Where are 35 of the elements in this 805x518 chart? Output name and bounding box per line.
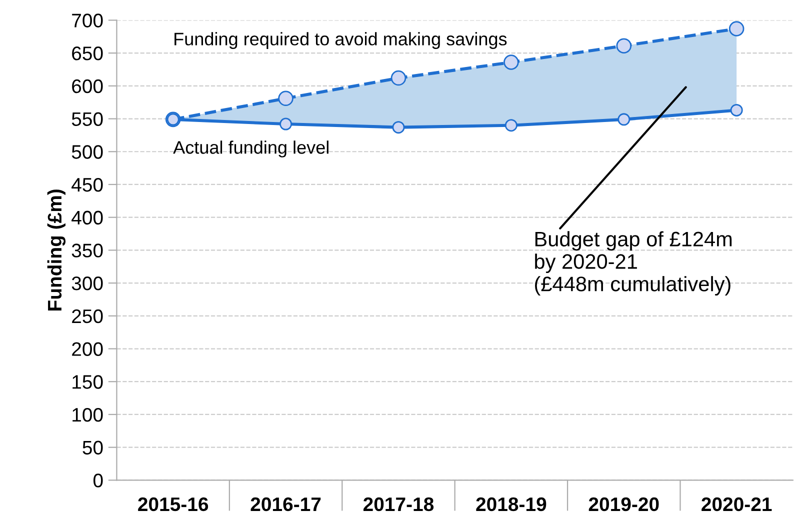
- point: [730, 104, 743, 116]
- y-tick-label: 150: [72, 375, 103, 389]
- point: [278, 90, 294, 106]
- x-tick-label: 2017-18: [363, 497, 434, 512]
- point: [504, 54, 519, 70]
- point: [390, 70, 406, 86]
- x-tick-label: 2015-16: [138, 497, 208, 512]
- y-tick-label: 400: [72, 210, 103, 225]
- y-tick-label: 200: [72, 342, 103, 356]
- point: [392, 121, 405, 134]
- y-tick-label: 50: [82, 440, 103, 455]
- y-axis-title: Funding (£m): [47, 190, 66, 310]
- y-tick-label: 300: [72, 276, 103, 290]
- x-tick-label: 2018-19: [476, 497, 546, 512]
- y-tick-label: 600: [72, 79, 103, 94]
- series-label: Funding required to avoid making savings: [174, 32, 507, 49]
- series-label: Actual funding level: [173, 140, 328, 158]
- y-tick-label: 350: [72, 244, 103, 258]
- y-tick-label: 700: [72, 14, 103, 28]
- x-tick-label: 2016-17: [250, 497, 321, 512]
- x-tick-label: 2019-20: [588, 497, 659, 512]
- y-tick-label: 550: [72, 112, 103, 126]
- y-tick-label: 500: [72, 145, 103, 159]
- x-tick-label: 2020-21: [702, 497, 772, 512]
- annotation: Budget gap of £124m by 2020-21 (£448m cumulatively): [535, 231, 732, 296]
- point: [504, 119, 518, 132]
- point: [280, 118, 292, 130]
- y-tick-label: 250: [72, 309, 103, 324]
- point: [728, 21, 744, 36]
- y-tick-label: 0: [93, 474, 103, 488]
- y-tick-label: 450: [72, 178, 103, 192]
- point: [616, 38, 632, 54]
- point: [618, 113, 630, 126]
- y-tick-label: 100: [72, 408, 103, 422]
- y-tick-label: 650: [72, 46, 103, 60]
